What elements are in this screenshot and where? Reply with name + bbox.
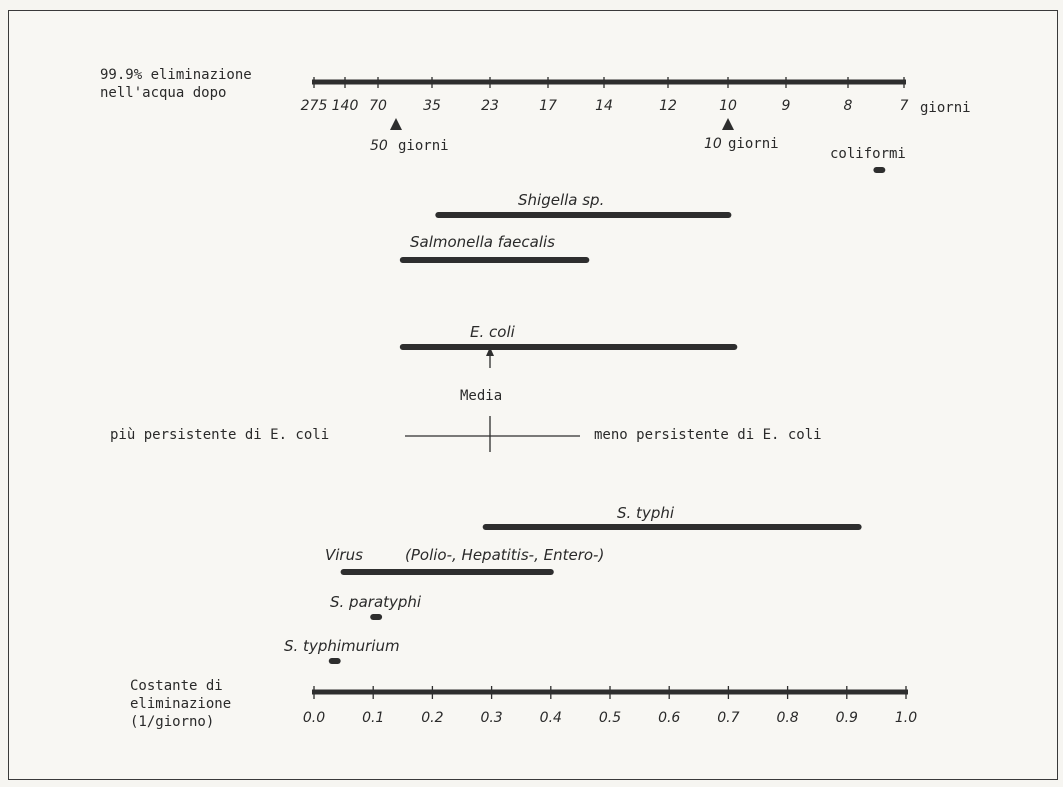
label-virus-extra: (Polio-, Hepatitis-, Entero-) [405, 546, 604, 564]
bottom-axis-ticks: 0.0 0.1 0.2 0.3 0.4 0.5 0.6 0.7 0.8 0.9 1.0 [303, 686, 917, 726]
top-axis-tick-label: 23 [481, 98, 499, 114]
top-axis-tick-label: 17 [539, 98, 557, 114]
marker-50-triangle [390, 118, 402, 130]
label-coliformi: coliformi [830, 146, 906, 162]
bottom-axis-label-line3: (1/giorno) [130, 714, 214, 730]
top-axis-tick-label: 9 [782, 98, 791, 114]
bottom-axis-label-line1: Costante di [130, 678, 223, 694]
label-e-coli: E. coli [470, 323, 516, 341]
top-axis-tick-label: 10 [719, 98, 737, 114]
top-axis-tick-label: 14 [595, 98, 613, 114]
top-axis-unit: giorni [920, 100, 971, 116]
diagram-frame [8, 10, 1058, 780]
marker-50-value: 50 [370, 138, 388, 154]
label-virus: Virus [325, 546, 363, 564]
bottom-axis-tick-label: 0.7 [717, 710, 739, 726]
top-axis-tick-label: 12 [659, 98, 677, 114]
top-axis-label-line2: nell'acqua dopo [100, 85, 226, 101]
bottom-axis-label-line2: eliminazione [130, 696, 231, 712]
label-salmonella-faecalis: Salmonella faecalis [410, 233, 555, 251]
top-axis-tick-label: 8 [844, 98, 853, 114]
label-shigella: Shigella sp. [518, 191, 604, 209]
label-s-paratyphi: S. paratyphi [330, 593, 422, 611]
bottom-axis-tick-label: 0.3 [480, 710, 502, 726]
bottom-axis-tick-label: 0.0 [303, 710, 325, 726]
mean-label: Media [460, 388, 502, 404]
top-axis-tick-label: 275 [301, 98, 328, 114]
top-axis-tick-label: 7 [900, 98, 909, 114]
bottom-axis-tick-label: 0.5 [599, 710, 621, 726]
top-axis-tick-label: 140 [332, 98, 359, 114]
marker-10-unit: giorni [728, 136, 779, 152]
less-persistent-text: meno persistente di E. coli [594, 427, 822, 443]
top-axis-label-line1: 99.9% eliminazione [100, 67, 252, 83]
marker-50-unit: giorni [398, 138, 449, 154]
top-axis-ticks: 275 140 70 35 23 17 14 12 10 9 8 7 [301, 77, 909, 114]
bottom-axis-tick-label: 0.4 [540, 710, 562, 726]
bottom-axis-tick-label: 0.8 [776, 710, 798, 726]
label-s-typhi: S. typhi [617, 504, 675, 522]
marker-10-triangle [722, 118, 734, 130]
top-axis-tick-label: 35 [423, 98, 441, 114]
bottom-axis-tick-label: 0.2 [421, 710, 443, 726]
mean-arrow-head [486, 347, 494, 356]
bottom-axis-tick-label: 0.1 [362, 710, 384, 726]
more-persistent-text: più persistente di E. coli [110, 427, 329, 443]
organism-range-bars [328, 167, 886, 664]
label-s-typhimurium: S. typhimurium [284, 637, 400, 655]
bottom-axis-tick-label: 0.6 [658, 710, 680, 726]
top-axis-tick-label: 70 [369, 98, 387, 114]
bottom-axis-tick-label: 1.0 [895, 710, 917, 726]
marker-10-value: 10 [704, 136, 722, 152]
bottom-axis-tick-label: 0.9 [836, 710, 858, 726]
